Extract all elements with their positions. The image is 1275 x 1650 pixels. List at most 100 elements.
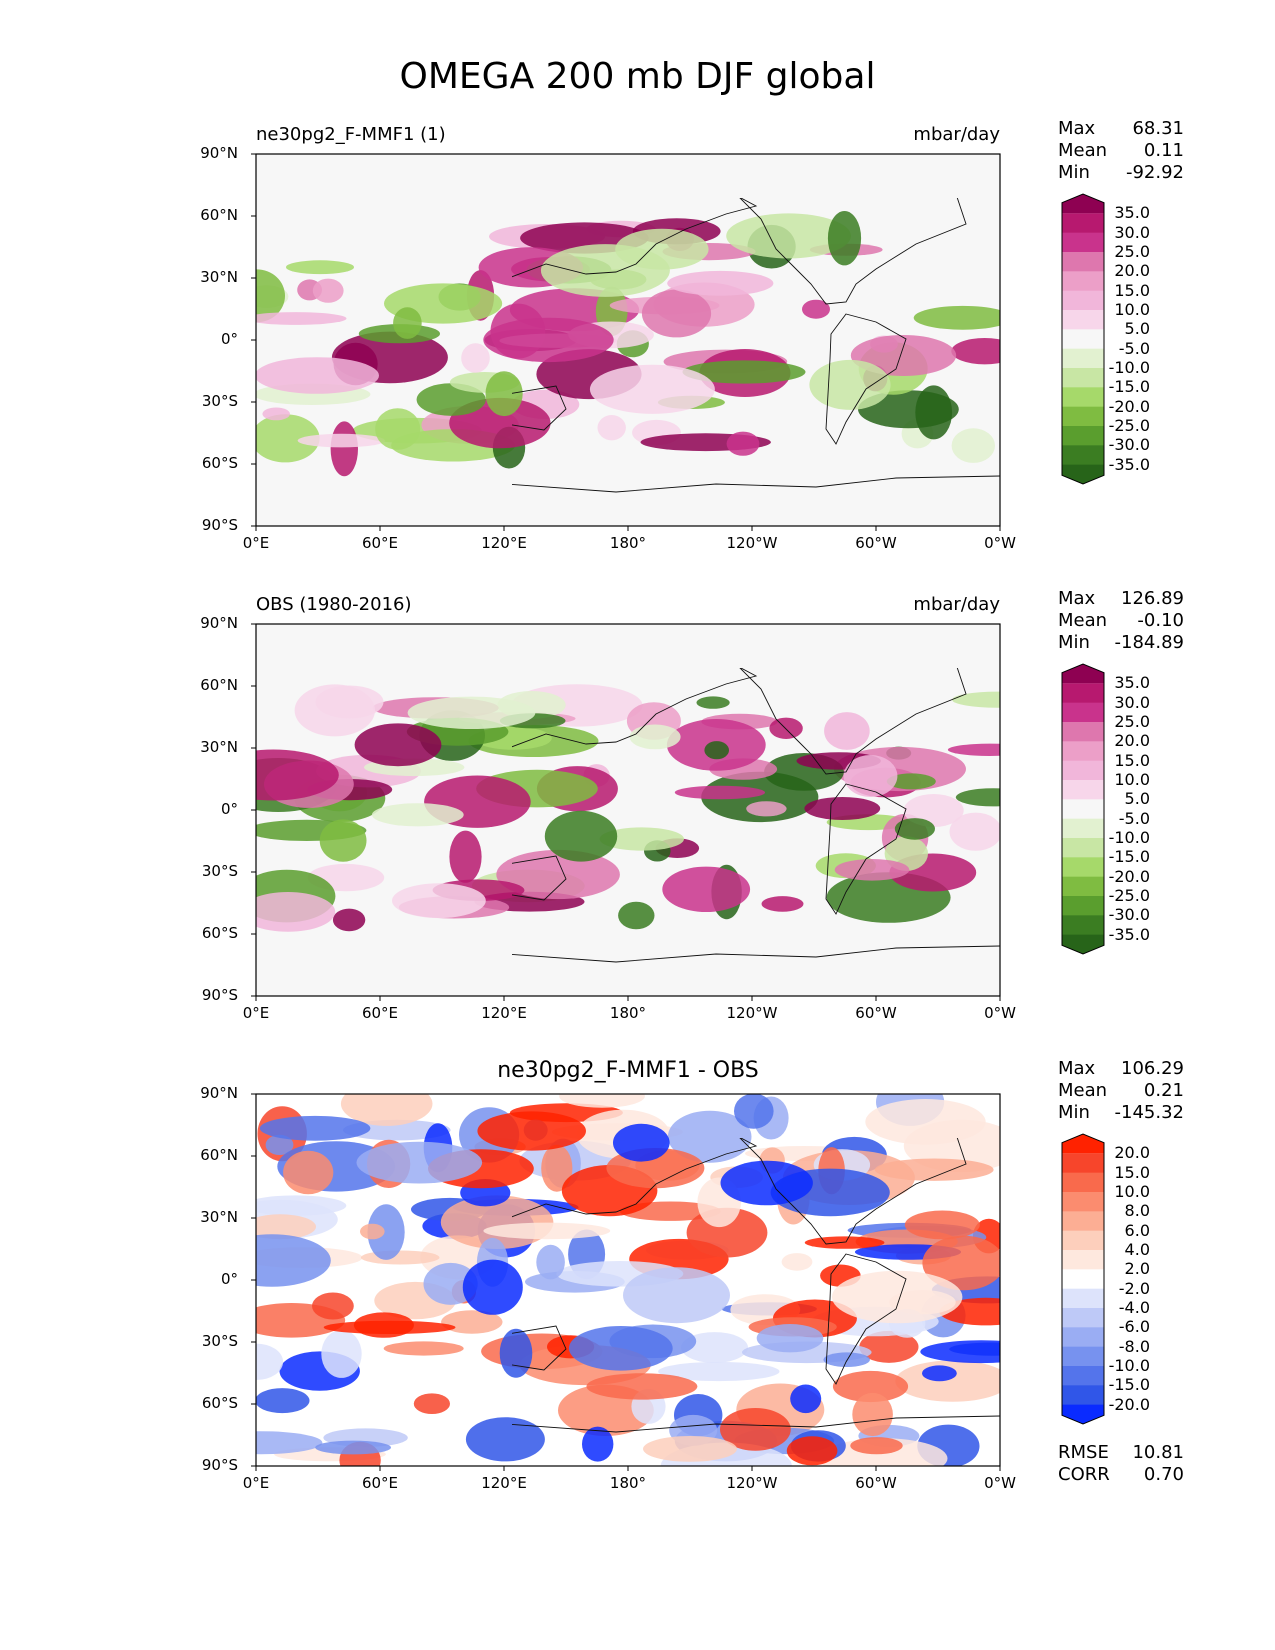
colorbar-segment — [1062, 213, 1104, 234]
colorbar-segment — [1062, 387, 1104, 408]
colorbar-segment — [1062, 252, 1104, 272]
map-figure — [251, 153, 1105, 531]
stat-label: Min — [1058, 632, 1090, 653]
colorbar-segment — [1062, 426, 1104, 446]
colorbar-label: -20.0 — [1108, 866, 1150, 886]
colorbar-label: 30.0 — [1114, 222, 1150, 242]
colorbar-segment — [1062, 1230, 1104, 1251]
colorbar-segment — [1062, 1172, 1104, 1193]
colorbar-label: 2.0 — [1124, 1259, 1150, 1279]
error-stats-block: RMSE 10.81 CORR 0.70 — [1058, 1442, 1184, 1486]
colorbar-segment — [1062, 1308, 1104, 1328]
field-contours — [256, 1094, 1000, 1466]
colorbar-segment — [1062, 780, 1104, 800]
colorbar-label: -15.0 — [1108, 377, 1150, 397]
stat-value: 10.81 — [1132, 1442, 1184, 1463]
colorbar-label: 25.0 — [1114, 712, 1150, 731]
panel-title: ne30pg2_F-MMF1 - OBS — [497, 1058, 759, 1083]
colorbar-segment — [1062, 741, 1104, 762]
y-tick-label: 30°N — [200, 1208, 238, 1226]
colorbar-segment — [1062, 1269, 1104, 1290]
x-tick-label: 120°W — [726, 1474, 778, 1492]
colorbar-label: -25.0 — [1108, 886, 1150, 905]
stat-label: Max — [1058, 588, 1096, 609]
coastlines — [512, 198, 1001, 493]
colorbar-segment — [1062, 290, 1104, 311]
stat-value: 0.21 — [1143, 1080, 1184, 1101]
colorbar-label: 15.0 — [1114, 1162, 1150, 1182]
colorbar-label: 25.0 — [1114, 242, 1150, 261]
y-tick-label: 90°S — [201, 986, 238, 1004]
y-tick-label: 30°N — [200, 738, 238, 756]
stat-row: Min -92.92 — [1058, 162, 1184, 184]
colorbar-label: 20.0 — [1114, 731, 1150, 751]
stat-row: Min -145.32 — [1058, 1102, 1184, 1124]
stat-value: 68.31 — [1132, 118, 1184, 139]
y-tick-label: 90°N — [200, 144, 238, 162]
colorbar-segment — [1062, 664, 1104, 684]
stat-label: CORR — [1058, 1464, 1110, 1485]
figure-title: OMEGA 200 mb DJF global — [399, 56, 876, 97]
stat-row: Mean 0.21 — [1058, 1080, 1184, 1102]
colorbar-segment — [1062, 1153, 1104, 1174]
colorbar-segment — [1062, 760, 1104, 781]
colorbar-label: 6.0 — [1124, 1220, 1150, 1240]
colorbar-label: -10.0 — [1108, 828, 1150, 847]
colorbar-segment — [1062, 722, 1104, 742]
stat-label: Mean — [1058, 610, 1108, 631]
x-tick-label: 0°E — [242, 1004, 270, 1022]
colorbar-outline — [1061, 1133, 1105, 1425]
x-tick-label: 120°W — [726, 1004, 778, 1022]
colorbar-segment — [1062, 1366, 1104, 1386]
stats-block: Max 68.31 Mean 0.11 Min -92.92 — [1058, 118, 1184, 184]
map-figure — [251, 1093, 1105, 1471]
colorbar-label: -8.0 — [1118, 1336, 1150, 1356]
y-tick-label: 30°S — [201, 1332, 238, 1350]
colorbar-segment — [1062, 310, 1104, 330]
colorbar-label: 15.0 — [1114, 750, 1150, 770]
coastline — [825, 783, 907, 915]
colorbar-segment — [1062, 876, 1104, 897]
x-tick-label: 0°E — [242, 1474, 270, 1492]
colorbar-label: -25.0 — [1108, 416, 1150, 435]
coastlines — [512, 1138, 1001, 1433]
x-tick-label: 0°W — [984, 534, 1016, 552]
x-tick-label: 60°E — [361, 534, 399, 552]
difference-panel: ne30pg2_F-MMF1 - OBS 0°E 60°E 120°E 180° 120°… — [0, 1050, 1275, 1510]
y-tick-label: 0° — [220, 330, 238, 348]
colorbar-label: -6.0 — [1118, 1317, 1150, 1337]
y-tick-label: 60°S — [201, 1394, 238, 1412]
stat-value: 106.29 — [1121, 1058, 1184, 1079]
colorbar-segment — [1062, 799, 1104, 820]
stat-label: Mean — [1058, 140, 1108, 161]
colorbar-segment — [1062, 896, 1104, 916]
colorbar-label: 5.0 — [1124, 789, 1150, 809]
colorbar-label: 5.0 — [1124, 319, 1150, 339]
colorbar-label: -10.0 — [1108, 1356, 1150, 1375]
colorbar-label: -2.0 — [1118, 1278, 1150, 1298]
stat-row: RMSE 10.81 — [1058, 1442, 1184, 1464]
stat-value: -184.89 — [1114, 632, 1184, 653]
panel-title: ne30pg2_F-MMF1 (1) — [256, 124, 446, 145]
stat-row: Mean 0.11 — [1058, 140, 1184, 162]
colorbar-segment — [1062, 934, 1104, 954]
stat-value: 0.11 — [1143, 140, 1184, 161]
stat-row: Mean -0.10 — [1058, 610, 1184, 632]
colorbar-label: -10.0 — [1108, 358, 1150, 377]
field-contours — [256, 211, 1000, 477]
colorbar-label: -15.0 — [1108, 847, 1150, 867]
colorbar-segment — [1062, 702, 1104, 723]
colorbar-segment — [1062, 232, 1104, 253]
colorbar-segment — [1062, 818, 1104, 839]
colorbar-segment — [1062, 838, 1104, 858]
stat-label: RMSE — [1058, 1442, 1109, 1463]
colorbar-segment — [1062, 445, 1104, 466]
stat-label: Min — [1058, 1102, 1090, 1123]
x-tick-label: 60°E — [361, 1474, 399, 1492]
colorbar-segment — [1062, 348, 1104, 369]
colorbar-label: 35.0 — [1114, 673, 1150, 693]
stat-row: Max 106.29 — [1058, 1058, 1184, 1080]
coastline — [825, 1253, 907, 1385]
stat-row: CORR 0.70 — [1058, 1464, 1184, 1486]
y-tick-label: 60°N — [200, 206, 238, 224]
